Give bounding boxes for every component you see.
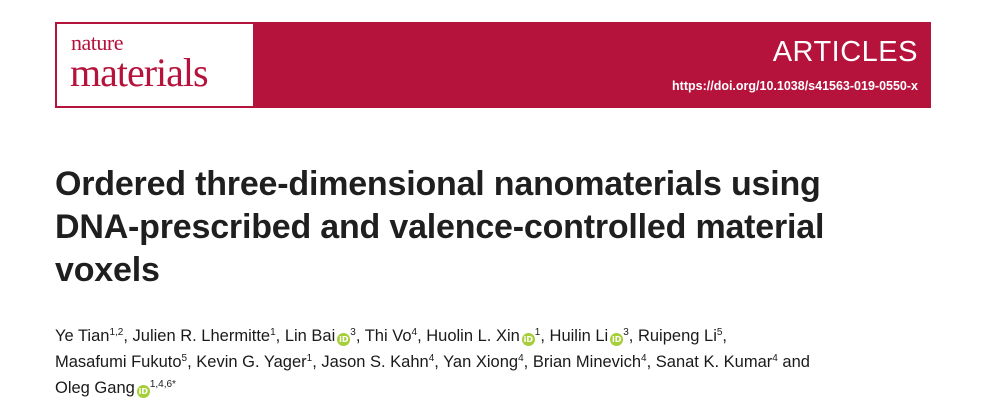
author-line: Oleg Gang iD1,4,6* xyxy=(55,375,955,401)
author-name[interactable]: Julien R. Lhermitte xyxy=(132,327,271,345)
author-name[interactable]: Kevin G. Yager xyxy=(196,353,307,371)
orcid-icon[interactable]: iD xyxy=(610,333,624,346)
author-name[interactable]: Masafumi Fukuto xyxy=(55,353,182,371)
author-affiliation: 3 xyxy=(350,327,356,338)
author-affiliation: 4 xyxy=(428,353,435,364)
author-line: Masafumi Fukuto5, Kevin G. Yager1, Jason… xyxy=(55,353,810,371)
author-name[interactable]: Ruipeng Li xyxy=(637,327,717,345)
author-affiliation: 4 xyxy=(518,353,524,364)
author-affiliation: 1,4,6* xyxy=(149,379,176,390)
title-line: Ordered three-dimensional nanomaterials … xyxy=(55,165,821,203)
section-label: ARTICLES xyxy=(772,36,918,68)
author-name[interactable]: Yan Xiong xyxy=(443,353,519,371)
orcid-icon[interactable]: iD xyxy=(337,333,351,346)
author-name[interactable]: Huolin L. Xin xyxy=(426,327,520,345)
doi-link[interactable]: https://doi.org/10.1038/s41563-019-0550-… xyxy=(672,79,918,93)
author-list: Ye Tian1,2, Julien R. Lhermitte1, Lin Ba… xyxy=(55,323,955,401)
journal-logo[interactable]: nature materials xyxy=(57,24,253,106)
author-name[interactable]: Ye Tian xyxy=(55,327,110,345)
author-name[interactable]: Brian Minevich xyxy=(532,353,642,371)
author-name[interactable]: Jason S. Kahn xyxy=(321,353,429,371)
author-affiliation: 5 xyxy=(716,327,723,338)
title-line: DNA-prescribed and valence-controlled ma… xyxy=(55,208,825,246)
author-name[interactable]: Thi Vo xyxy=(364,327,412,345)
title-line: voxels xyxy=(55,251,160,289)
author-affiliation: 1 xyxy=(306,353,313,364)
author-affiliation: 1 xyxy=(534,327,541,338)
author-name[interactable]: Lin Bai xyxy=(284,327,336,345)
orcid-icon[interactable]: iD xyxy=(521,333,535,346)
author-affiliation: 4 xyxy=(411,327,418,338)
orcid-icon[interactable]: iD xyxy=(136,385,150,398)
article-title: Ordered three-dimensional nanomaterials … xyxy=(55,163,955,292)
author-name[interactable]: Sanat K. Kumar xyxy=(655,353,773,371)
author-affiliation: 3 xyxy=(623,327,629,338)
logo-nature-text: nature xyxy=(71,30,123,55)
author-affiliation: 4 xyxy=(772,353,778,364)
author-name[interactable]: Huilin Li xyxy=(549,327,609,345)
author-name[interactable]: Oleg Gang xyxy=(55,379,135,397)
author-line: Ye Tian1,2, Julien R. Lhermitte1, Lin Ba… xyxy=(55,327,728,346)
author-affiliation: 1,2 xyxy=(109,327,124,338)
logo-materials-text: materials xyxy=(70,50,209,95)
author-affiliation: 4 xyxy=(641,353,647,364)
author-affiliation: 5 xyxy=(181,353,188,364)
author-affiliation: 1 xyxy=(270,327,276,338)
